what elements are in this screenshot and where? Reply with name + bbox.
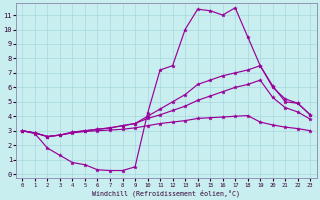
X-axis label: Windchill (Refroidissement éolien,°C): Windchill (Refroidissement éolien,°C): [92, 189, 240, 197]
